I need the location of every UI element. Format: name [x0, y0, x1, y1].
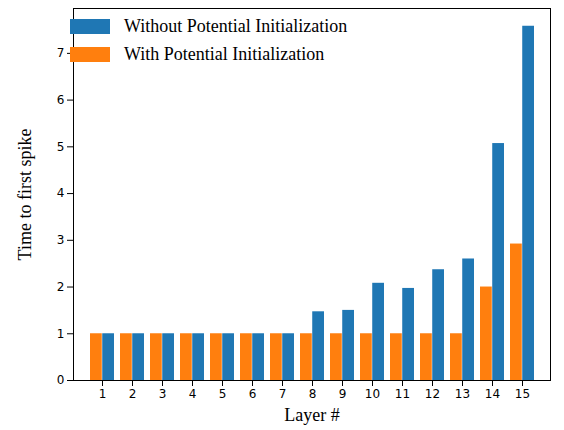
svg-text:4: 4: [189, 387, 197, 401]
svg-text:2: 2: [57, 280, 65, 294]
svg-text:1: 1: [57, 327, 65, 341]
html-text:Without Potential Initializati: Without Potential Initialization: [124, 15, 348, 36]
svg-text:4: 4: [57, 186, 65, 200]
svg-text:12: 12: [425, 387, 440, 401]
svg-text:14: 14: [485, 387, 500, 401]
svg-text:9: 9: [339, 387, 347, 401]
svg-text:5: 5: [57, 140, 65, 154]
svg-text:6: 6: [57, 93, 65, 107]
svg-text:5: 5: [219, 387, 227, 401]
svg-text:3: 3: [57, 233, 65, 247]
svg-text:10: 10: [365, 387, 380, 401]
svg-text:Time to first spike: Time to first spike: [15, 129, 35, 261]
svg-text:2: 2: [129, 387, 137, 401]
svg-text:Layer #: Layer #: [284, 405, 339, 425]
svg-text:15: 15: [515, 387, 530, 401]
svg-text:8: 8: [309, 387, 317, 401]
html-text:With Potential Initialization: With Potential Initialization: [124, 43, 325, 64]
svg-text:1: 1: [99, 387, 107, 401]
svg-text:7: 7: [279, 387, 287, 401]
svg-text:0: 0: [57, 373, 65, 387]
svg-text:6: 6: [249, 387, 257, 401]
svg-text:7: 7: [57, 46, 65, 60]
svg-text:13: 13: [455, 387, 470, 401]
svg-text:11: 11: [395, 387, 410, 401]
svg-text:3: 3: [159, 387, 167, 401]
